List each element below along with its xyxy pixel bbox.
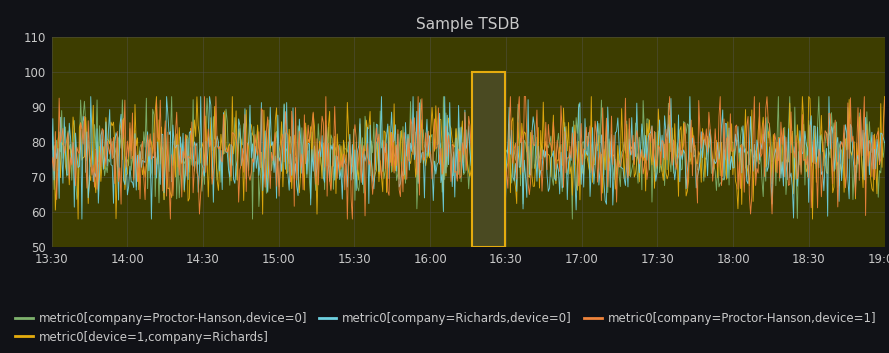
Legend: metric0[company=Proctor-Hanson,device=0], metric0[device=1,company=Richards], me: metric0[company=Proctor-Hanson,device=0]… xyxy=(15,312,877,343)
Title: Sample TSDB: Sample TSDB xyxy=(416,17,520,32)
Bar xyxy=(472,72,505,247)
